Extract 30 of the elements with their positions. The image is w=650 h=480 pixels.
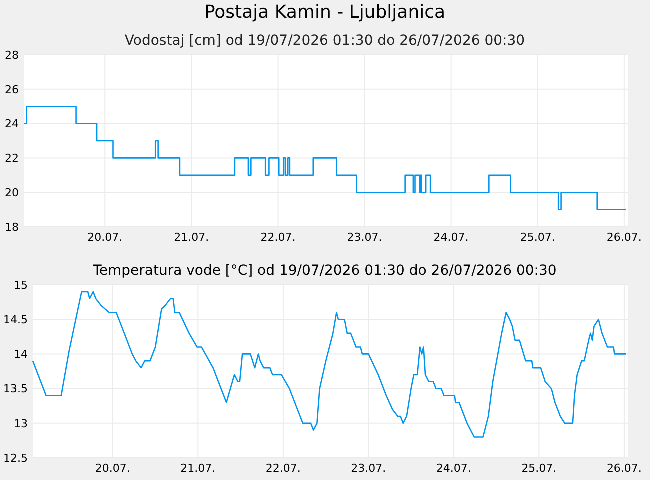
x-tick-label: 24.07. xyxy=(436,462,472,475)
x-tick-label: 20.07. xyxy=(95,462,130,475)
y-tick-label: 24 xyxy=(5,118,19,131)
x-tick-label: 25.07. xyxy=(520,231,556,244)
y-tick-label: 13 xyxy=(14,417,28,430)
x-tick-label: 26.07. xyxy=(606,231,642,244)
y-tick-label: 14 xyxy=(14,348,28,362)
chart-title: Postaja Kamin - Ljubljanica xyxy=(204,2,446,23)
x-tick-label: 22.07. xyxy=(260,231,296,244)
x-tick-label: 21.07. xyxy=(174,231,210,244)
x-tick-label: 25.07. xyxy=(522,462,557,475)
x-tick-label: 23.07. xyxy=(351,462,386,475)
y-tick-label: 20 xyxy=(5,186,19,200)
x-tick-label: 21.07. xyxy=(180,462,216,475)
y-tick-label: 26 xyxy=(5,83,19,96)
y-tick-label: 22 xyxy=(5,152,19,166)
x-tick-label: 23.07. xyxy=(347,231,382,244)
chart-subtitle: Vodostaj [cm] od 19/07/2026 01:30 do 26/07/2026 00:30 xyxy=(124,33,526,49)
x-tick-label: 22.07. xyxy=(266,462,301,475)
chart-title: Temperatura vode [°C] od 19/07/2026 01:30 do 26/07/2026 00:30 xyxy=(92,263,557,279)
line-series xyxy=(32,291,627,438)
y-tick-label: 28 xyxy=(5,48,19,62)
y-tick-label: 18 xyxy=(5,220,19,234)
y-tick-label: 14.5 xyxy=(4,313,28,326)
y-tick-label: 12.5 xyxy=(4,452,28,465)
y-tick-label: 13.5 xyxy=(4,382,28,396)
x-tick-label: 20.07. xyxy=(88,231,123,244)
x-tick-label: 24.07. xyxy=(434,231,469,244)
x-tick-label: 26.07. xyxy=(606,462,642,475)
y-tick-label: 15 xyxy=(14,278,28,292)
